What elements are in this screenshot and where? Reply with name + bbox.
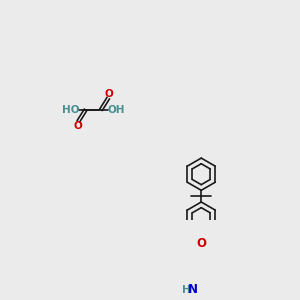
Text: N: N [188, 283, 197, 296]
Text: O: O [73, 121, 82, 131]
Text: O: O [196, 237, 206, 250]
Text: HO: HO [62, 105, 80, 115]
Text: OH: OH [108, 105, 125, 115]
Text: O: O [105, 89, 113, 99]
Text: H: H [182, 285, 191, 295]
